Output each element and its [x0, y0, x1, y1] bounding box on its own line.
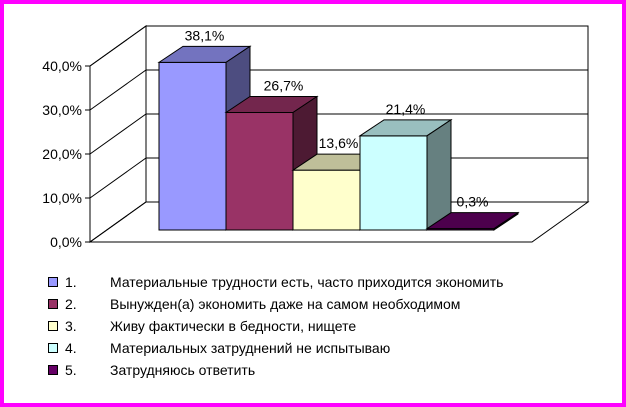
legend-swatch — [48, 321, 58, 331]
gridline — [89, 113, 588, 155]
bar — [425, 211, 520, 231]
legend-label: Живу фактически в бедности, нищете — [110, 318, 357, 334]
legend-label: Материальных затруднений не испытываю — [110, 340, 391, 356]
data-label: 21,4% — [386, 101, 426, 117]
chart-area: 0,0% 10,0% 20,0% 30,0% 40,0% 38,1% 26,7% 13,6%… — [42, 25, 590, 250]
y-tick-label: 10,0% — [42, 190, 82, 206]
data-label: 13,6% — [319, 135, 359, 151]
legend-swatch — [48, 277, 58, 287]
gridline — [89, 69, 588, 111]
legend-number: 5. — [65, 362, 77, 378]
legend-label: Вынужден(а) экономить даже на самом необ… — [110, 296, 461, 312]
legend-number: 4. — [65, 340, 77, 356]
gridline — [89, 25, 588, 67]
y-tick-label: 20,0% — [42, 146, 82, 162]
y-tick-label: 40,0% — [42, 58, 82, 74]
y-tick-label: 0,0% — [50, 234, 82, 250]
bar-front — [158, 61, 227, 231]
bar-side — [426, 118, 452, 231]
data-label: 38,1% — [185, 27, 225, 43]
data-label: 0,3% — [457, 194, 489, 210]
data-label: 26,7% — [264, 78, 304, 94]
legend-label: Затрудняюсь ответить — [110, 362, 256, 378]
legend-number: 1. — [65, 274, 77, 290]
bar-front — [292, 169, 361, 231]
bar-front — [359, 135, 428, 231]
legend-label: Материальные трудности есть, часто прихо… — [110, 274, 504, 290]
bar-front — [225, 112, 294, 231]
legend-swatch — [48, 343, 58, 353]
y-tick-label: 30,0% — [42, 102, 82, 118]
bar — [358, 118, 453, 231]
legend-number: 3. — [65, 318, 77, 334]
legend-number: 2. — [65, 296, 77, 312]
bar-side — [493, 211, 519, 231]
legend-swatch — [48, 299, 58, 309]
legend-swatch — [48, 365, 58, 375]
